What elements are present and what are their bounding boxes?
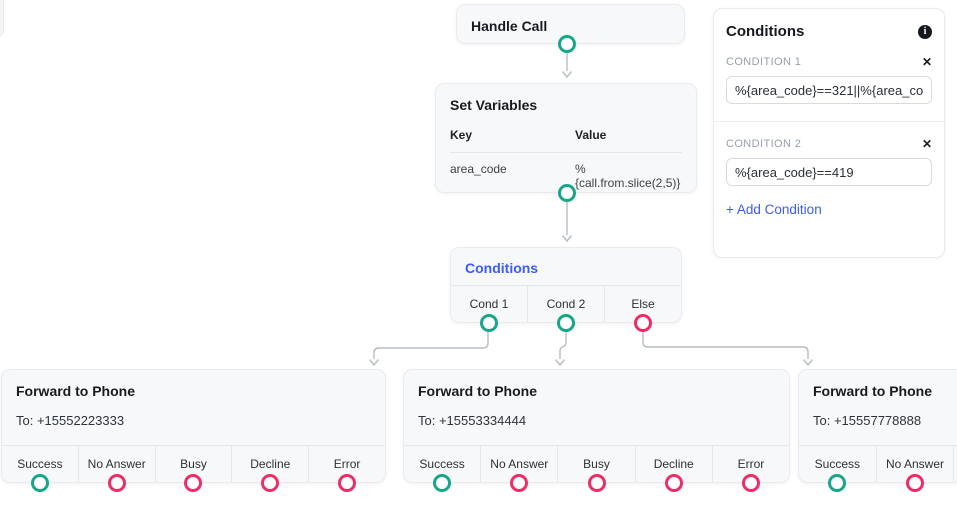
output-success: Success [404,446,480,492]
output-port-no-answer[interactable] [510,474,529,492]
table-divider [450,152,682,153]
forward-destination: To: +15557778888 [813,413,922,428]
node-title: Forward to Phone [418,383,537,399]
branch-else: Else [604,286,681,332]
node-forward-to-phone-2[interactable]: Forward to Phone To: +15553334444 Succes… [403,369,790,492]
column-header-value: Value [575,128,607,142]
output-port-decline[interactable] [261,474,280,492]
node-title: Forward to Phone [16,383,135,399]
variable-value: %{call.from.slice(2,5)} [575,162,681,190]
node-title: Handle Call [471,18,548,34]
close-icon[interactable]: ✕ [921,55,932,69]
output-label: No Answer [885,457,945,471]
node-title: Conditions [465,260,539,276]
output-clipped [953,446,957,482]
output-success: Success [2,446,78,492]
panel-title: Conditions [726,23,805,40]
output-row: Success No Answer [799,445,957,492]
output-port-success[interactable] [828,474,847,492]
output-port-no-answer[interactable] [107,474,126,492]
node-set-variables[interactable]: Set Variables Key Value area_code %{call… [435,83,697,193]
branch-cond-2: Cond 2 [527,286,604,332]
output-port-set-variables[interactable] [558,184,576,202]
output-no-answer: No Answer [480,446,557,492]
output-port-else[interactable] [634,314,652,332]
output-success: Success [799,446,876,492]
output-port-handle-call[interactable] [558,35,576,53]
output-busy: Busy [557,446,634,492]
forward-destination: To: +15552223333 [16,413,125,428]
node-conditions[interactable]: Conditions Cond 1 Cond 2 Else [450,247,682,332]
output-port-error[interactable] [338,474,357,492]
output-port-cond-2[interactable] [557,314,575,332]
output-label: Error [333,457,361,471]
output-label: Success [17,457,63,471]
node-forward-to-phone-1[interactable]: Forward to Phone To: +15552223333 Succes… [1,369,386,492]
output-port-success[interactable] [433,474,452,492]
output-label: No Answer [490,457,549,471]
table-row: area_code %{call.from.slice(2,5)} [450,162,682,190]
add-condition-button[interactable]: + Add Condition [726,202,822,217]
forward-destination: To: +15553334444 [418,413,527,428]
condition-2-label: CONDITION 2 [726,138,802,150]
conditions-properties-panel: Conditions i CONDITION 1 ✕ CONDITION 2 ✕… [713,8,945,258]
variables-table: Key Value area_code %{call.from.slice(2,… [436,128,696,202]
output-row: Success No Answer Busy Decline Error [404,445,789,492]
node-forward-to-phone-3[interactable]: Forward to Phone To: +15557778888 Succes… [798,369,957,492]
variable-key: area_code [450,162,507,176]
branch-label: Cond 2 [546,297,586,311]
output-label: Busy [180,457,207,471]
condition-2-input[interactable] [726,158,932,186]
column-header-key: Key [450,128,473,142]
output-label: Decline [653,457,694,471]
output-no-answer: No Answer [77,446,155,492]
output-port-error[interactable] [741,474,760,492]
output-label: Busy [583,457,610,471]
output-label: No Answer [87,457,146,471]
output-label: Success [419,457,465,471]
output-decline: Decline [231,446,308,492]
condition-1-label: CONDITION 1 [726,56,802,68]
output-busy: Busy [154,446,232,492]
output-port-decline[interactable] [664,474,683,492]
output-port-busy[interactable] [184,474,203,492]
output-port-cond-1[interactable] [480,314,498,332]
output-no-answer: No Answer [875,446,954,492]
output-port-busy[interactable] [587,474,606,492]
output-port-no-answer[interactable] [906,474,924,492]
output-error: Error [308,446,385,492]
condition-1-input[interactable] [726,76,932,104]
output-label: Error [737,457,765,471]
output-error: Error [711,446,789,492]
output-label: Decline [250,457,291,471]
output-row: Success No Answer Busy Decline Error [2,445,385,492]
output-port-success[interactable] [30,474,49,492]
info-icon[interactable]: i [918,24,932,39]
close-icon[interactable]: ✕ [921,137,932,151]
branch-label: Cond 1 [469,297,509,311]
output-label: Success [814,457,861,471]
branch-cond-1: Cond 1 [451,286,527,332]
panel-divider [714,121,944,122]
node-title: Set Variables [450,97,538,113]
offscreen-node-edge [0,0,4,38]
branch-row: Cond 1 Cond 2 Else [451,285,681,332]
output-decline: Decline [634,446,712,492]
node-title: Forward to Phone [813,383,932,399]
branch-label: Else [631,297,655,311]
